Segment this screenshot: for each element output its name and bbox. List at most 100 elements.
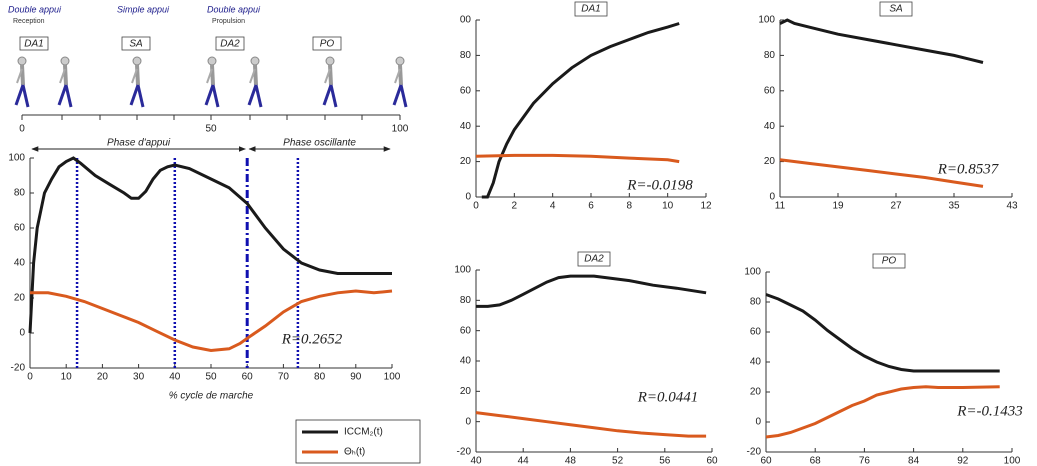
y-tick-label: 60 (750, 327, 762, 338)
walker-leg (64, 84, 73, 108)
walker-body (63, 64, 68, 86)
series-line (481, 22, 680, 199)
series-line (765, 293, 1000, 373)
y-tick-label: 20 (460, 386, 472, 397)
y-tick-label: -20 (457, 447, 472, 458)
walker-arm (16, 68, 23, 84)
x-tick-label: 50 (205, 372, 217, 383)
y-tick-label: 40 (460, 121, 472, 132)
series-line (779, 18, 984, 64)
walker-body (253, 64, 258, 86)
walker-leg (392, 84, 403, 106)
x-tick-label: 40 (470, 456, 482, 466)
phase-label: PO (320, 39, 335, 50)
y-tick-label: 0 (465, 416, 471, 427)
y-tick-label: 0 (769, 192, 775, 203)
x-tick-label: 11 (775, 201, 786, 212)
x-tick-label: 48 (565, 456, 577, 466)
chart-title: DA1 (581, 4, 600, 15)
y-tick-label: -20 (747, 447, 762, 458)
y-tick-label: 20 (764, 156, 776, 167)
y-tick-label: 80 (460, 295, 472, 306)
series-line (765, 385, 1000, 439)
x-tick-label: 30 (133, 372, 145, 383)
walker-body (398, 64, 403, 86)
timeline-tick-label: 0 (19, 124, 25, 135)
x-tick-label: 84 (908, 456, 920, 466)
y-tick-label: 20 (460, 156, 472, 167)
walker-leg (14, 84, 25, 106)
x-tick-label: 56 (659, 456, 671, 466)
title-box (879, 1, 913, 17)
x-tick-label: 27 (890, 201, 902, 212)
legend-label: Θₕ(t) (344, 447, 365, 458)
series-line (30, 289, 393, 353)
x-tick-label: 4 (550, 201, 556, 212)
x-tick-label: 20 (97, 372, 109, 383)
walker-head (395, 56, 405, 66)
series-line (475, 153, 680, 164)
y-tick-label: 0 (19, 328, 25, 339)
phase-box (312, 36, 342, 51)
phase-header: Double appui (207, 4, 261, 14)
x-tick-label: 100 (384, 372, 401, 383)
x-tick-label: 60 (706, 456, 718, 466)
x-tick-label: 76 (859, 456, 871, 466)
y-tick-label: 40 (460, 356, 472, 367)
x-tick-label: 44 (518, 456, 530, 466)
x-axis-label: % cycle de marche (169, 391, 254, 402)
chart-title: DA2 (584, 254, 604, 265)
phase-header: Simple appui (117, 4, 170, 14)
walker-leg (136, 84, 145, 108)
walker-head (250, 56, 260, 66)
phase-subheader: Propulsion (212, 18, 245, 25)
walker-arm (59, 68, 66, 84)
x-tick-label: 70 (278, 372, 290, 383)
walker-figure (129, 56, 145, 108)
walker-body (328, 64, 333, 86)
y-tick-label: 100 (8, 153, 25, 164)
walker-leg (57, 84, 68, 106)
phase-box (215, 36, 245, 51)
y-tick-label: -20 (11, 363, 26, 374)
x-tick-label: 52 (612, 456, 624, 466)
chart-title: SA (889, 4, 903, 15)
phase-subheader: Reception (13, 18, 45, 25)
x-tick-label: 90 (350, 372, 362, 383)
x-tick-label: 68 (810, 456, 822, 466)
y-tick-label: 60 (764, 85, 776, 96)
walker-arm (131, 68, 138, 84)
y-tick-label: 100 (744, 267, 761, 278)
y-tick-label: 0 (465, 192, 471, 203)
x-tick-label: 10 (61, 372, 73, 383)
x-tick-label: 0 (473, 201, 479, 212)
x-tick-label: 19 (832, 201, 844, 212)
x-tick-label: 8 (627, 201, 633, 212)
x-tick-label: 60 (760, 456, 772, 466)
x-tick-label: 6 (588, 201, 594, 212)
span-label: Phase oscillante (283, 138, 356, 149)
walker-figure (14, 56, 30, 108)
y-tick-label: 80 (14, 188, 26, 199)
y-tick-label: 20 (14, 293, 26, 304)
y-tick-label: 80 (460, 50, 472, 61)
y-tick-label: 100 (758, 15, 775, 26)
title-box (872, 253, 906, 269)
walker-leg (329, 84, 338, 108)
y-tick-label: 0 (755, 417, 761, 428)
walker-head (325, 56, 335, 66)
walker-body (210, 64, 215, 86)
y-tick-label: 40 (750, 357, 762, 368)
x-tick-label: 12 (700, 201, 712, 212)
y-tick-label: 60 (14, 223, 26, 234)
walker-leg (211, 84, 220, 108)
phase-label: SA (129, 39, 143, 50)
y-tick-label: 40 (764, 121, 776, 132)
x-tick-label: 92 (957, 456, 969, 466)
walker-figure (57, 56, 73, 108)
timeline-tick-label: 50 (205, 124, 217, 135)
phase-header: Double appui (8, 4, 62, 14)
y-tick-label: 60 (460, 85, 472, 96)
walker-leg (21, 84, 30, 108)
